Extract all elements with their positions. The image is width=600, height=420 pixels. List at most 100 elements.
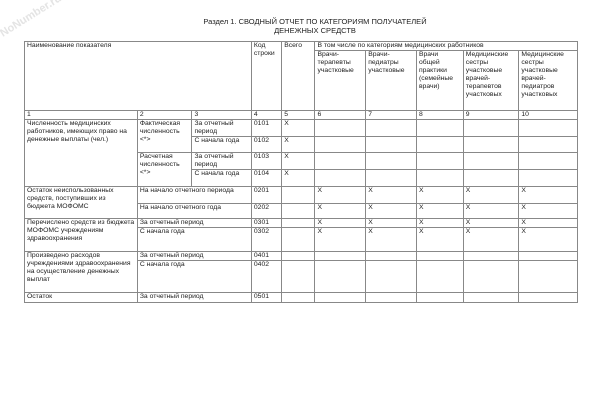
category-cell: X <box>462 186 520 204</box>
report-table: Наименование показателя Код строки Всего В … <box>24 41 578 303</box>
column-number: 5 <box>281 110 316 120</box>
period-label: За отчетный период <box>191 152 252 170</box>
category-cell <box>314 251 367 261</box>
category-cell <box>415 169 464 187</box>
category-cell <box>365 292 417 303</box>
category-cell: X <box>365 186 417 204</box>
category-cell: X <box>365 203 417 219</box>
category-cell: X <box>314 186 367 204</box>
period-label: За отчетный период <box>136 218 252 228</box>
row-code: 0402 <box>250 260 283 293</box>
category-cell <box>518 260 578 293</box>
row-code: 0401 <box>250 251 283 261</box>
category-cell: X <box>462 227 520 252</box>
column-number: 2 <box>136 110 193 120</box>
table-row: Врачи-терапевты участковые Врачи-педиатры… <box>25 50 578 111</box>
table-row: Наименование показателя Код строки Всего В … <box>24 41 578 111</box>
row-code: 0102 <box>250 136 283 153</box>
table-row: Остаток неиспользованных средств, поступ… <box>24 186 578 219</box>
category-cell <box>518 292 578 303</box>
category-cell <box>462 136 520 153</box>
category-cell <box>462 152 520 170</box>
period-label: На начало отчетного периода <box>136 186 252 204</box>
period-label: На начало отчетного года <box>136 203 252 219</box>
category-cell <box>415 292 464 303</box>
total-cell: X <box>281 136 316 153</box>
category-cell <box>462 251 520 261</box>
header-category: Медицинские сестры участковые врачей-пед… <box>518 50 578 111</box>
header-category: Врачи общей практики (семейные врачи) <box>415 50 464 111</box>
category-cell <box>415 251 464 261</box>
indicator-name: Остаток <box>24 292 138 303</box>
total-cell: X <box>281 169 316 187</box>
header-category: Врачи-терапевты участковые <box>314 50 367 111</box>
category-cell <box>518 152 578 170</box>
category-cell <box>365 251 417 261</box>
category-cell <box>314 292 367 303</box>
category-cell: X <box>415 203 464 219</box>
category-cell <box>518 136 578 153</box>
category-cell <box>415 119 464 137</box>
report-table-container: Наименование показателя Код строки Всего В … <box>24 41 578 303</box>
category-cell <box>314 169 367 187</box>
category-cell <box>365 169 417 187</box>
row-code: 0302 <box>250 227 283 252</box>
category-cell: X <box>314 203 367 219</box>
title-line-2: ДЕНЕЖНЫХ СРЕДСТВ <box>274 26 356 35</box>
row-code: 0201 <box>250 186 283 204</box>
category-cell <box>415 136 464 153</box>
table-row: С начала года 0402 <box>25 260 578 293</box>
header-name: Наименование показателя <box>24 41 252 111</box>
total-cell <box>281 260 316 293</box>
category-cell <box>415 152 464 170</box>
total-cell <box>281 251 316 261</box>
column-number: 9 <box>462 110 520 120</box>
category-cell: X <box>518 227 578 252</box>
table-row: С начала года 0104 X <box>25 169 578 187</box>
category-cell <box>314 152 367 170</box>
period-label: С начала года <box>136 260 252 293</box>
period-label: С начала года <box>191 169 252 187</box>
category-cell <box>518 251 578 261</box>
category-cell: X <box>314 227 367 252</box>
category-cell: X <box>365 227 417 252</box>
period-label: За отчетный период <box>136 251 252 261</box>
indicator-name: Перечислено средств из бюджета МОФОМС уч… <box>24 218 138 252</box>
total-cell: X <box>281 152 316 170</box>
column-number: 6 <box>314 110 367 120</box>
header-category: Врачи-педиатры участковые <box>365 50 417 111</box>
total-cell: X <box>281 119 316 137</box>
table-row: Остаток За отчетный период 0501 <box>24 292 578 303</box>
category-cell <box>365 119 417 137</box>
indicator-name: Остаток неиспользованных средств, поступ… <box>24 186 138 219</box>
category-cell: X <box>415 186 464 204</box>
period-label: С начала года <box>191 136 252 153</box>
header-category: Медицинские сестры участковые врачей-тер… <box>462 50 520 111</box>
period-label: За отчетный период <box>191 119 252 137</box>
total-cell <box>281 218 316 228</box>
period-label: За отчетный период <box>136 292 252 303</box>
category-cell <box>518 169 578 187</box>
category-cell: X <box>518 203 578 219</box>
category-cell: X <box>462 203 520 219</box>
category-cell <box>365 152 417 170</box>
total-cell <box>281 186 316 204</box>
category-cell <box>462 292 520 303</box>
column-number: 8 <box>415 110 464 120</box>
period-label: С начала года <box>136 227 252 252</box>
section-title: Раздел 1. СВОДНЫЙ ОТЧЕТ ПО КАТЕГОРИЯМ ПО… <box>150 17 480 35</box>
column-number: 1 <box>24 110 138 120</box>
table-row: Численность медицинских работников, имею… <box>24 119 578 187</box>
category-cell: X <box>314 218 367 228</box>
column-number: 10 <box>518 110 578 120</box>
table-row: Произведено расходов учреждениями здраво… <box>24 251 578 293</box>
category-cell <box>462 260 520 293</box>
table-row: 1 2 3 4 5 6 7 8 9 10 <box>24 110 578 120</box>
column-number: 4 <box>250 110 283 120</box>
category-cell <box>365 260 417 293</box>
category-cell <box>365 136 417 153</box>
table-row: На начало отчетного года 0202 X X X X X <box>25 203 578 219</box>
column-number: 3 <box>191 110 252 120</box>
category-cell <box>415 260 464 293</box>
category-cell <box>462 119 520 137</box>
